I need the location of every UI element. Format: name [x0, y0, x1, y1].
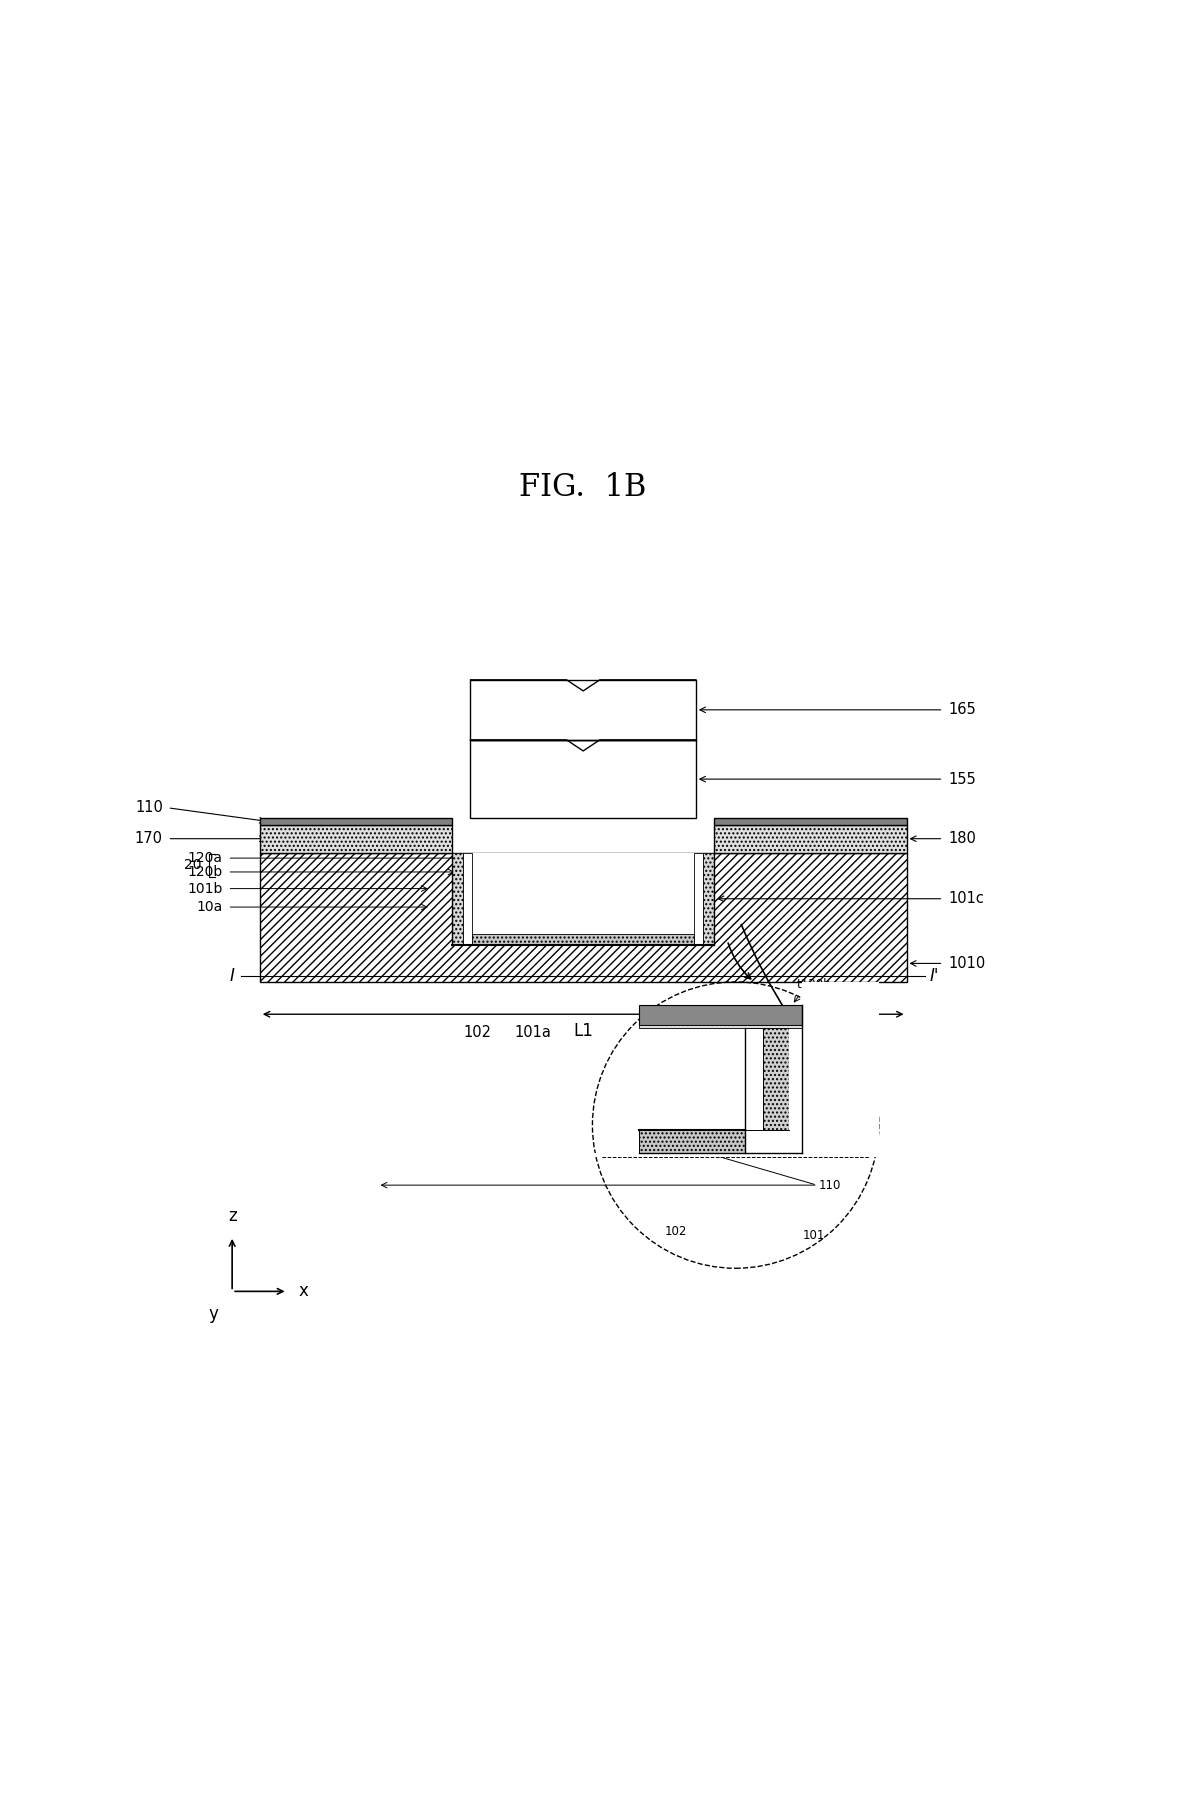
Text: 20: 20	[184, 858, 201, 872]
Bar	[714, 818, 906, 825]
Text: L1: L1	[573, 1021, 594, 1039]
Text: 110: 110	[819, 1179, 842, 1192]
Bar	[639, 1005, 802, 1025]
Text: 170: 170	[135, 831, 163, 847]
Bar	[763, 1028, 789, 1129]
Text: 101a: 101a	[514, 1025, 551, 1041]
Bar	[789, 1028, 802, 1129]
Bar	[639, 1025, 802, 1028]
Bar	[472, 933, 694, 946]
Bar	[639, 1129, 745, 1153]
Text: 1010: 1010	[948, 957, 986, 971]
Text: 102: 102	[462, 1025, 491, 1041]
Bar	[260, 818, 452, 825]
Bar	[452, 852, 462, 946]
Text: 120b: 120b	[187, 865, 223, 879]
Text: 101: 101	[803, 1230, 825, 1242]
Bar	[471, 739, 696, 818]
Bar	[260, 825, 452, 852]
Text: I': I'	[930, 967, 939, 985]
Bar	[694, 852, 703, 946]
Bar	[471, 680, 696, 739]
Text: l120a: l120a	[707, 1097, 740, 1111]
Bar	[802, 982, 879, 1158]
Bar	[714, 825, 906, 852]
Text: 165: 165	[948, 703, 976, 717]
Bar	[703, 852, 714, 946]
Text: FIG.  1B: FIG. 1B	[520, 473, 647, 503]
Text: 155: 155	[948, 771, 976, 786]
Bar	[639, 1028, 745, 1129]
Text: 101c: 101c	[948, 892, 983, 906]
Text: t120a: t120a	[814, 1054, 849, 1066]
Text: 180: 180	[948, 831, 976, 847]
Text: x: x	[299, 1282, 309, 1300]
Text: 120a: 120a	[188, 850, 223, 865]
Text: z: z	[228, 1206, 236, 1224]
Text: l120b: l120b	[707, 1057, 740, 1070]
Text: y: y	[209, 1305, 218, 1323]
Text: 10a: 10a	[197, 901, 223, 913]
Text: t120b: t120b	[796, 978, 831, 991]
Text: 110: 110	[135, 800, 163, 814]
Bar	[452, 852, 714, 946]
Text: 101b: 101b	[187, 881, 223, 895]
Bar	[260, 852, 906, 982]
Text: 102: 102	[664, 1224, 687, 1237]
Bar	[745, 1028, 763, 1129]
Bar	[592, 1153, 802, 1158]
Text: I: I	[230, 967, 235, 985]
Bar	[462, 852, 472, 946]
